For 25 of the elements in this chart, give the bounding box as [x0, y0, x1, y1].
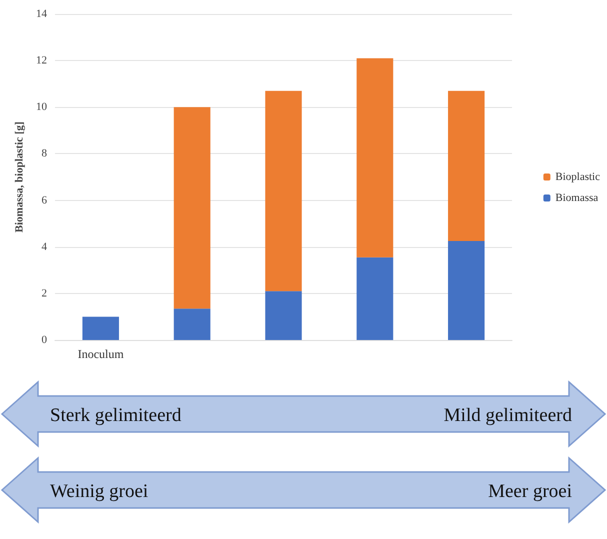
bar: [265, 90, 302, 292]
y-tick-label: 8: [42, 148, 48, 160]
text: Meer groei: [488, 481, 572, 502]
y-tick-label: 14: [36, 8, 48, 20]
text: Mild gelimiteerd: [444, 405, 572, 426]
y-tick-label: 4: [42, 240, 48, 253]
legend-label: Bioplastic: [555, 171, 600, 183]
x-tick-label: Inoculum: [78, 347, 124, 361]
text: Sterk gelimiteerd: [50, 405, 182, 426]
text: Weinig groei: [50, 481, 148, 502]
bar: [448, 90, 485, 242]
y-tick-label: 2: [42, 287, 47, 300]
y-tick-label: 0: [42, 334, 48, 346]
y-axis-title: Biomassa, bioplastic [g]: [14, 122, 26, 232]
y-tick-label: 6: [42, 194, 48, 206]
y-tick-label: 12: [36, 54, 47, 67]
legend-label: Biomassa: [555, 192, 598, 204]
bar: [174, 107, 210, 309]
bar: [448, 241, 485, 340]
bar: [265, 291, 302, 340]
bar: [356, 257, 394, 340]
bar: [174, 308, 210, 340]
y-tick-label: 10: [36, 101, 48, 114]
bar: [356, 58, 394, 258]
bar: [82, 316, 119, 340]
